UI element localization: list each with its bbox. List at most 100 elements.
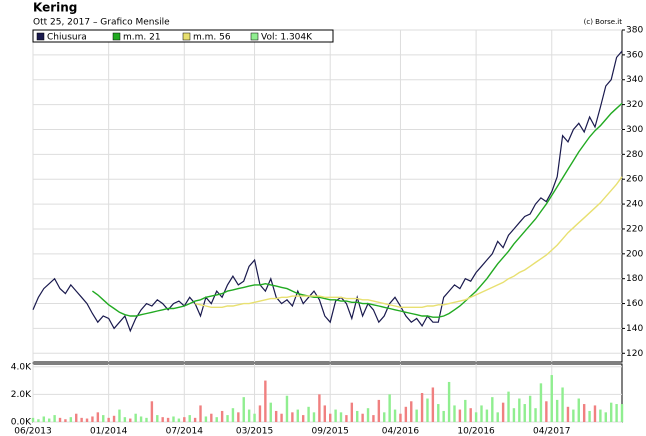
volume-bar	[593, 405, 597, 422]
volume-bar	[237, 412, 240, 422]
chart-title: Kering	[33, 1, 77, 15]
chart-subtitle: Ott 25, 2017 – Grafico Mensile	[33, 18, 170, 28]
volume-bar	[453, 405, 456, 422]
volume-bar	[469, 408, 472, 422]
volume-bar	[231, 408, 235, 422]
volume-bar	[64, 419, 67, 422]
volume-bar	[161, 417, 164, 422]
y2-tick-label: 0.0K	[11, 418, 32, 428]
volume-bar	[609, 402, 613, 422]
volume-bar	[42, 416, 46, 422]
volume-bar	[345, 415, 348, 422]
volume-bar	[156, 415, 159, 422]
volume-bar	[474, 412, 478, 422]
volume-bar	[572, 409, 575, 422]
volume-bar	[518, 398, 521, 422]
line	[32, 50, 623, 333]
volume-bar	[91, 416, 94, 422]
volume-bar	[226, 415, 229, 422]
volume-bar	[291, 412, 294, 422]
legend-swatch	[250, 32, 259, 41]
volume-bar	[582, 404, 586, 422]
y-tick-label: 320	[626, 100, 643, 110]
volume-bar	[361, 413, 364, 422]
y-tick-label: 240	[626, 200, 643, 210]
volume-bar	[356, 410, 359, 422]
volume-bar	[561, 387, 564, 422]
volume-bar	[399, 413, 402, 422]
volume-bar	[258, 405, 262, 422]
y-tick-label: 220	[626, 224, 643, 234]
volume-bar	[480, 405, 483, 422]
y-tick-label: 160	[626, 299, 643, 309]
legend-label: m.m. 56	[193, 33, 231, 43]
volume-bar	[512, 408, 516, 422]
legend-swatch	[182, 32, 191, 41]
volume-bar	[588, 410, 591, 422]
volume-bar	[69, 417, 73, 422]
volume-bar	[577, 398, 580, 422]
volume-bar	[323, 405, 327, 422]
volume-bar	[599, 409, 602, 422]
y-tick-label: 280	[626, 150, 643, 160]
volume-bar	[139, 416, 143, 422]
x-tick-label: 06/2013	[14, 427, 51, 436]
y-tick-label: 360	[626, 50, 643, 60]
volume-bar	[280, 413, 283, 422]
volume-bar	[507, 391, 510, 422]
y-tick-label: 200	[626, 249, 643, 259]
x-tick-label: 03/2015	[236, 427, 273, 436]
y-tick-label: 300	[626, 125, 643, 135]
volume-bar	[242, 397, 245, 422]
legend-swatch	[36, 32, 45, 41]
volume-bar	[210, 413, 213, 422]
volume-bar	[253, 413, 256, 422]
volume-bar	[528, 395, 532, 422]
volume-bar	[183, 417, 186, 422]
volume-bar	[393, 409, 397, 422]
y-tick-label: 120	[626, 349, 643, 359]
y-tick-label: 380	[626, 26, 643, 36]
x-tick-label: 09/2015	[312, 427, 349, 436]
volume-bar	[366, 408, 370, 422]
price-panel	[32, 29, 623, 363]
volume-bar	[404, 406, 408, 422]
volume-bar	[37, 419, 40, 422]
volume-bar	[247, 409, 251, 422]
volume-bar	[496, 412, 499, 422]
y-tick-label: 180	[626, 274, 643, 284]
volume-bar	[118, 409, 121, 422]
volume-bar	[383, 412, 386, 422]
volume-bar	[328, 413, 332, 422]
line	[91, 102, 623, 318]
volume-bar	[145, 417, 148, 422]
volume-bar	[458, 409, 462, 422]
volume-bar	[339, 412, 343, 422]
y2-tick-label: 4.0K	[11, 362, 32, 372]
volume-bar	[377, 399, 381, 422]
volume-bar	[485, 409, 489, 422]
x-tick-label: 04/2016	[382, 427, 420, 436]
volume-bar	[285, 395, 289, 422]
volume-panel	[32, 363, 623, 423]
volume-bar	[318, 394, 321, 422]
volume-bar	[75, 413, 78, 422]
volume-bar	[53, 415, 56, 422]
source: (c) Borse.it	[584, 18, 623, 26]
volume-bar	[129, 418, 132, 422]
volume-bar	[80, 417, 83, 422]
volume-bar	[447, 381, 451, 422]
volume-bar	[134, 413, 137, 422]
volume-bar	[545, 401, 548, 422]
volume-bar	[220, 410, 224, 422]
legend-label: m.m. 21	[123, 33, 161, 43]
volume-bar	[107, 417, 110, 422]
volume-bar	[307, 406, 310, 422]
volume-bar	[264, 380, 267, 422]
x-tick-label: 10/2016	[457, 427, 495, 436]
volume-bar	[312, 412, 316, 422]
volume-bar	[539, 383, 543, 422]
line	[194, 176, 623, 308]
legend-swatch	[112, 32, 121, 41]
